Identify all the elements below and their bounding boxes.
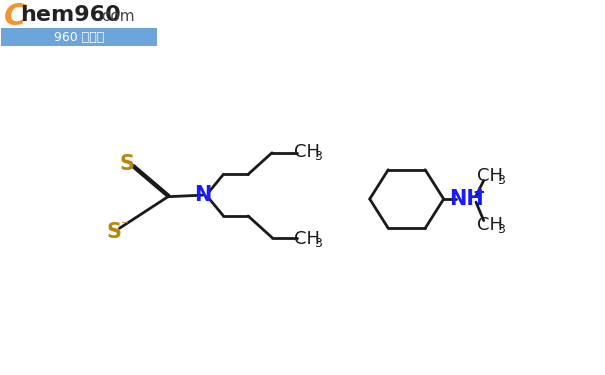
Text: hem960: hem960 xyxy=(21,5,121,25)
Text: CH: CH xyxy=(295,143,321,161)
Text: CH: CH xyxy=(295,230,321,248)
Text: C: C xyxy=(4,2,27,31)
Text: 3: 3 xyxy=(314,237,322,250)
Text: 3: 3 xyxy=(497,223,505,236)
FancyBboxPatch shape xyxy=(1,28,157,46)
Text: NH: NH xyxy=(450,189,484,209)
Text: ⁻: ⁻ xyxy=(121,217,129,232)
Text: +: + xyxy=(473,185,485,200)
Text: CH: CH xyxy=(477,167,503,185)
Text: S: S xyxy=(106,222,122,242)
Text: N: N xyxy=(194,185,211,205)
Text: 960 化工网: 960 化工网 xyxy=(54,31,104,44)
Text: S: S xyxy=(120,154,135,174)
Text: CH: CH xyxy=(477,216,503,234)
Text: 3: 3 xyxy=(497,174,505,187)
Text: 3: 3 xyxy=(314,150,322,163)
Text: .com: .com xyxy=(97,9,135,24)
